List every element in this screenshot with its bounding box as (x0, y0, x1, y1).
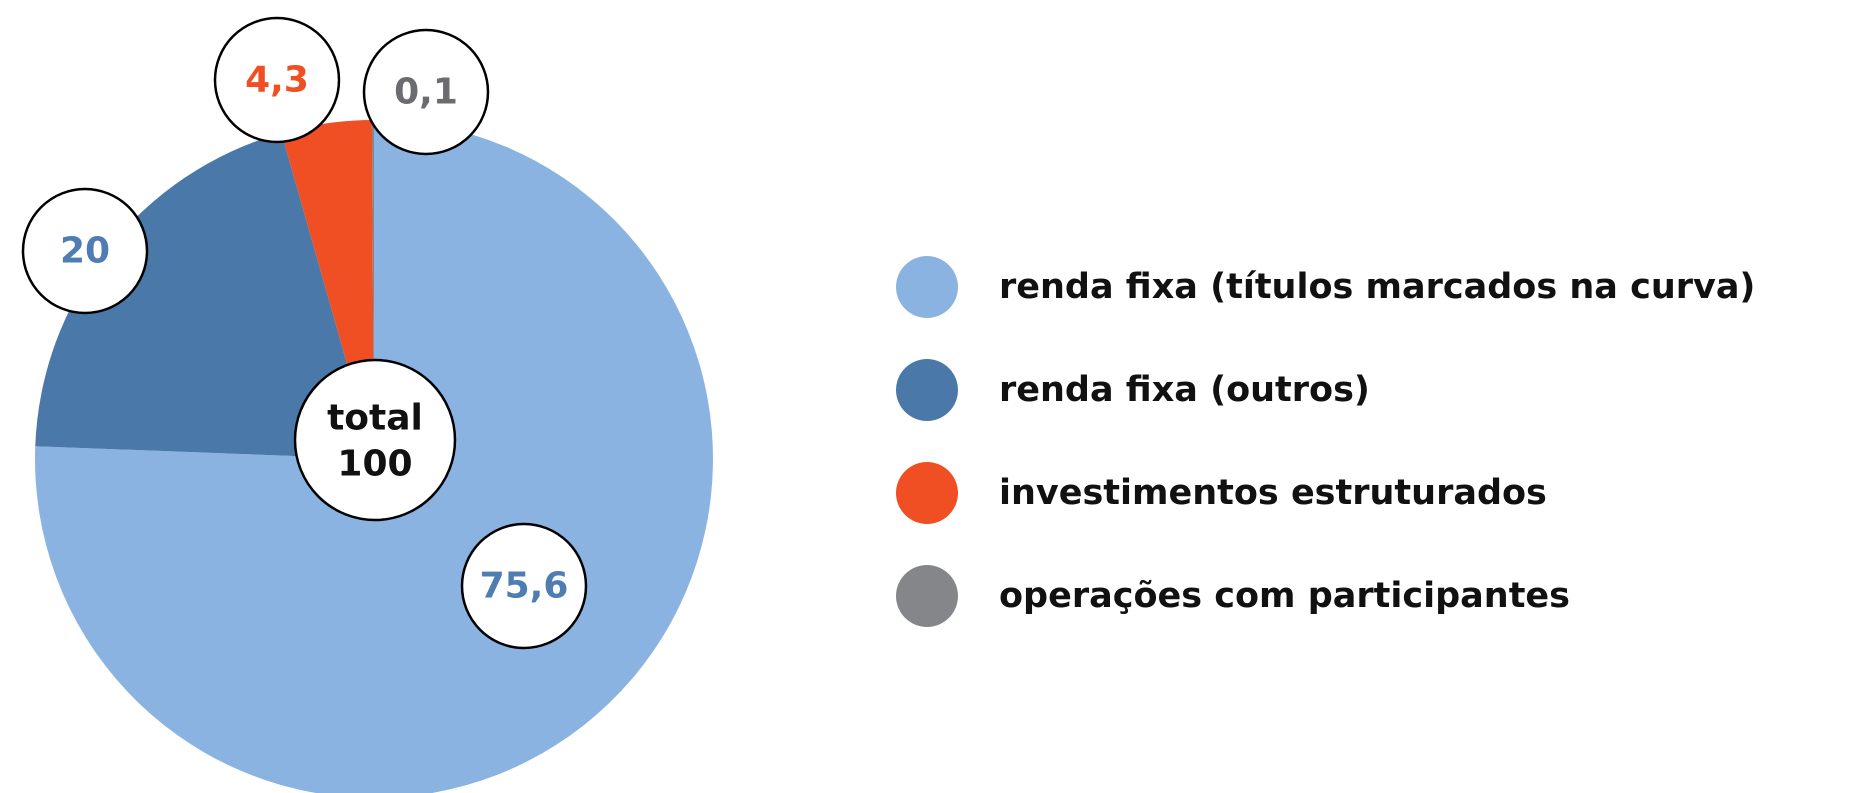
data-label: 4,3 (245, 60, 309, 101)
data-label: 75,6 (480, 566, 569, 607)
data-label: 20 (60, 231, 110, 272)
label-bubble (460, 522, 588, 650)
legend-swatch (896, 565, 958, 627)
legend-label: renda fixa (outros) (999, 370, 1370, 410)
legend-swatch (896, 359, 958, 421)
pie-slice (35, 132, 374, 459)
total-label: total (327, 398, 423, 439)
total-bubble (293, 358, 457, 522)
legend-label: investimentos estruturados (999, 473, 1547, 513)
legend-swatch (896, 256, 958, 318)
data-label: 0,1 (394, 72, 458, 113)
legend-swatch (896, 462, 958, 524)
total-value: 100 (337, 444, 412, 485)
legend-label: operações com participantes (999, 576, 1570, 616)
label-bubble (21, 187, 149, 315)
label-bubble (213, 16, 341, 144)
label-bubble (362, 28, 490, 156)
legend-label: renda fixa (títulos marcados na curva) (999, 267, 1755, 307)
